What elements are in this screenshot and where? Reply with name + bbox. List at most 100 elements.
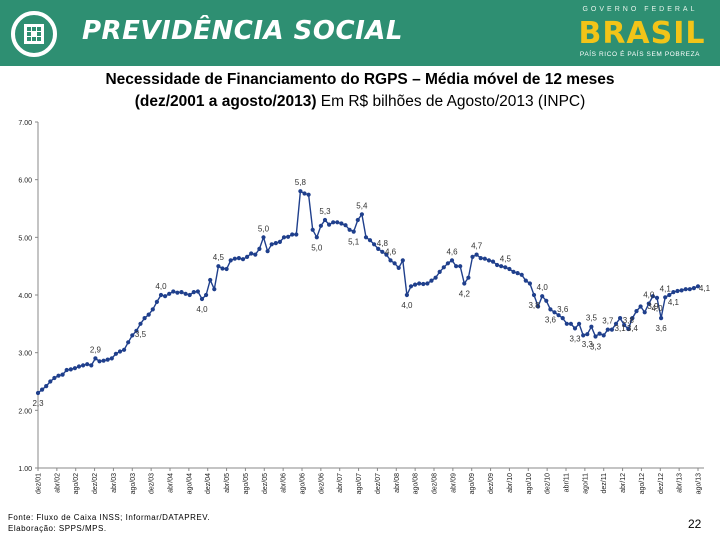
data-point: [93, 356, 98, 361]
data-point: [208, 277, 213, 283]
x-tick-label: abr/11: [564, 473, 571, 492]
data-point: [195, 289, 200, 294]
data-point: [363, 235, 369, 240]
gov-motto-text: PAÍS RICO É PAÍS SEM POBREZA: [579, 51, 701, 58]
x-tick-label: ago/13: [696, 473, 703, 495]
data-point: [89, 363, 94, 368]
x-tick-label: ago/11: [582, 473, 589, 494]
x-tick-label: ago/09: [469, 473, 476, 495]
data-point: [568, 321, 574, 326]
data-point: [216, 264, 221, 269]
data-point: [298, 189, 303, 194]
data-point: [339, 221, 344, 226]
y-tick-label: 4.00: [18, 293, 32, 300]
data-point: [380, 249, 385, 254]
data-point: [429, 278, 434, 283]
data-point: [154, 299, 159, 304]
data-point: [228, 258, 233, 263]
data-point: [322, 217, 328, 223]
data-point: [605, 327, 610, 332]
data-point: [679, 288, 684, 293]
data-point: [388, 258, 393, 263]
data-label: 4,1: [699, 284, 711, 293]
data-point: [482, 256, 487, 261]
data-point: [290, 232, 295, 237]
data-point: [150, 307, 155, 312]
data-label: 3,8: [623, 316, 635, 325]
data-label: 4,6: [385, 247, 397, 256]
x-tick-label: abr/13: [677, 473, 684, 493]
data-point: [445, 261, 450, 266]
y-tick-label: 3.00: [18, 351, 32, 358]
x-tick-label: abr/08: [394, 473, 401, 493]
data-label: 5,0: [311, 243, 323, 252]
data-point: [515, 271, 520, 276]
title-line1: Necessidade de Financiamento do RGPS – M…: [105, 71, 615, 88]
data-label: 2,9: [90, 345, 102, 354]
data-point: [536, 304, 541, 309]
data-label: 3,5: [135, 330, 147, 339]
data-point: [618, 316, 623, 321]
data-point: [466, 275, 471, 280]
x-tick-label: ago/02: [73, 473, 80, 495]
data-point: [511, 269, 516, 274]
x-tick-label: abr/02: [54, 473, 61, 493]
data-point: [64, 367, 69, 373]
data-point: [335, 220, 340, 225]
data-label: 5,1: [348, 238, 360, 247]
data-point: [462, 281, 467, 286]
data-label: 3,6: [557, 305, 569, 314]
data-point: [347, 227, 352, 232]
data-point: [548, 307, 553, 312]
data-point: [376, 246, 381, 251]
data-label: 5,4: [356, 201, 368, 210]
data-point: [85, 362, 90, 367]
source-note: Fonte: Fluxo de Caixa INSS; Informar/DAT…: [8, 512, 210, 534]
series-line: [37, 190, 699, 394]
data-point: [372, 242, 377, 247]
data-point: [302, 191, 307, 196]
header-banner: PREVIDÊNCIA SOCIAL GOVERNO FEDERAL BRASI…: [0, 0, 720, 66]
data-point: [101, 358, 106, 363]
data-point: [585, 332, 590, 337]
data-point: [163, 294, 168, 299]
data-point: [105, 357, 110, 362]
data-point: [97, 359, 102, 364]
data-point: [294, 232, 299, 237]
data-point: [261, 235, 266, 240]
data-label: 4,5: [500, 254, 512, 263]
data-point: [245, 254, 250, 259]
data-point: [113, 351, 118, 356]
data-point: [199, 296, 205, 302]
data-point: [158, 292, 164, 298]
data-point: [224, 266, 229, 272]
y-tick-label: 2.00: [18, 408, 32, 415]
previdencia-logo-icon: [11, 11, 57, 57]
data-point: [68, 367, 73, 372]
data-point: [130, 333, 135, 338]
data-point: [126, 340, 131, 345]
x-tick-label: dez/04: [205, 473, 212, 494]
data-point: [507, 266, 512, 272]
data-point: [40, 387, 45, 392]
source-line1: Fonte: Fluxo de Caixa INSS; Informar/DAT…: [8, 513, 211, 522]
data-point: [667, 292, 672, 298]
data-point: [572, 326, 578, 331]
x-tick-label: ago/07: [356, 473, 363, 495]
data-point: [351, 229, 356, 234]
x-tick-label: abr/12: [620, 473, 627, 493]
data-point: [253, 252, 258, 257]
data-point: [257, 246, 262, 251]
x-tick-label: dez/12: [658, 473, 665, 494]
brand-title: PREVIDÊNCIA SOCIAL: [82, 16, 403, 46]
data-label: 3,9: [647, 302, 659, 311]
data-label: 4,6: [446, 247, 458, 256]
data-point: [404, 292, 409, 298]
data-point: [187, 292, 192, 298]
data-point: [638, 304, 643, 309]
data-point: [495, 262, 500, 268]
data-point: [35, 390, 41, 396]
x-tick-label: dez/10: [545, 473, 552, 494]
x-tick-label: abr/03: [111, 473, 118, 493]
data-point: [60, 372, 65, 377]
